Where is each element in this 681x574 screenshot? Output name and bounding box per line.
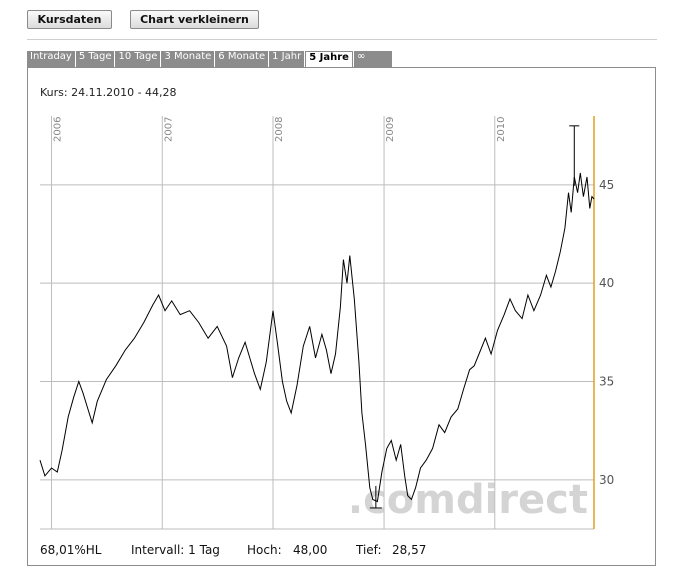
x-tick-label: 2007 (163, 117, 174, 142)
tab-5-jahre[interactable]: 5 Jahre (305, 51, 353, 68)
y-tick-label: 35 (599, 375, 614, 389)
tab-1-jahr[interactable]: 1 Jahr (269, 51, 305, 68)
x-tick-label: 2010 (496, 117, 507, 142)
timeframe-tabs: Intraday 5 Tage 10 Tage 3 Monate 6 Monat… (27, 51, 393, 68)
y-tick-label: 40 (599, 276, 614, 290)
tab-3-monate[interactable]: 3 Monate (161, 51, 215, 68)
high-label: Hoch: (247, 543, 282, 557)
chart-panel (27, 67, 656, 566)
tab-infinity[interactable]: ∞ (353, 51, 392, 68)
chart-verkleinern-button[interactable]: Chart verkleinern (130, 10, 259, 29)
x-tick-label: 2006 (53, 117, 64, 142)
tab-6-monate[interactable]: 6 Monate (215, 51, 269, 68)
x-tick-label: 2008 (274, 117, 285, 142)
y-tick-label: 30 (599, 473, 614, 487)
price-series-line (39, 172, 595, 503)
toolbar-divider (27, 39, 657, 40)
tab-intraday[interactable]: Intraday (27, 51, 75, 68)
x-tick-label: 2009 (385, 117, 396, 142)
kurs-label: Kurs: 24.11.2010 - 44,28 (40, 86, 177, 99)
low-label: Tief: (356, 543, 382, 557)
comdirect-watermark: .comdirect (348, 477, 588, 523)
hl-percentage: 68,01%HL (40, 543, 102, 557)
high-value: 48,00 (293, 543, 328, 557)
tab-10-tage[interactable]: 10 Tage (115, 51, 161, 68)
low-value: 28,57 (392, 543, 427, 557)
interval-label: Intervall: 1 Tag (131, 543, 220, 557)
tab-5-tage[interactable]: 5 Tage (75, 51, 115, 68)
y-tick-label: 45 (599, 178, 614, 192)
kursdaten-button[interactable]: Kursdaten (27, 10, 112, 29)
